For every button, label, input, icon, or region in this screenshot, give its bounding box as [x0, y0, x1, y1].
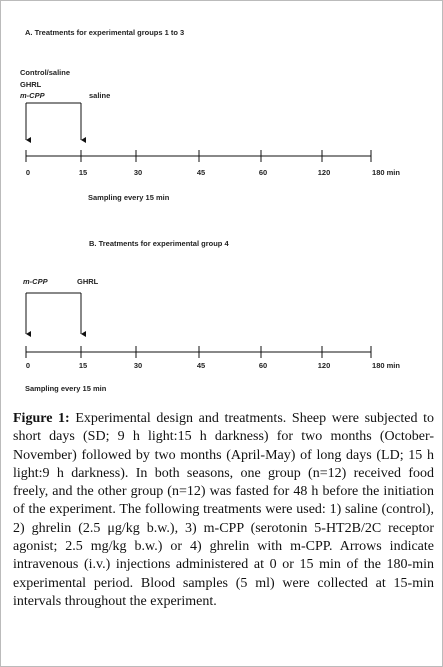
- time-tick-label: 120: [317, 168, 331, 177]
- time-tick-label: 30: [133, 361, 143, 370]
- arrows-a: [25, 102, 86, 143]
- caption-text: Experimental design and treatments. Shee…: [13, 411, 434, 609]
- panel-title: A. Treatments for experimental groups 1 …: [25, 28, 185, 37]
- timeline-a: [25, 150, 372, 162]
- treatment-label: m-CPP: [23, 277, 48, 286]
- time-tick-label: 60: [258, 361, 268, 370]
- caption: Figure 1: Experimental design and treatm…: [13, 410, 434, 611]
- diagram: [25, 102, 372, 358]
- arrows-b: [25, 292, 86, 337]
- treatment-label: GHRL: [77, 277, 99, 286]
- caption-label: Figure 1:: [13, 411, 70, 426]
- time-tick-label: 0: [25, 361, 31, 370]
- treatment-label: GHRL: [20, 80, 42, 89]
- sampling-note: Sampling every 15 min: [25, 384, 107, 393]
- treatment-label: m-CPP: [20, 91, 45, 100]
- time-tick-label: 180 min: [372, 361, 400, 370]
- panel-title: B. Treatments for experimental group 4: [89, 239, 229, 248]
- treatment-label: saline: [89, 91, 111, 100]
- time-tick-label: 45: [196, 361, 206, 370]
- time-tick-label: 15: [78, 361, 88, 370]
- time-tick-label: 180 min: [372, 168, 400, 177]
- time-tick-label: 120: [317, 361, 331, 370]
- sampling-note: Sampling every 15 min: [88, 193, 170, 202]
- timeline-b: [25, 346, 372, 358]
- time-tick-label: 60: [258, 168, 268, 177]
- time-tick-label: 0: [25, 168, 31, 177]
- time-tick-label: 30: [133, 168, 143, 177]
- time-tick-label: 45: [196, 168, 206, 177]
- time-tick-label: 15: [78, 168, 88, 177]
- treatment-label: Control/saline: [20, 68, 71, 77]
